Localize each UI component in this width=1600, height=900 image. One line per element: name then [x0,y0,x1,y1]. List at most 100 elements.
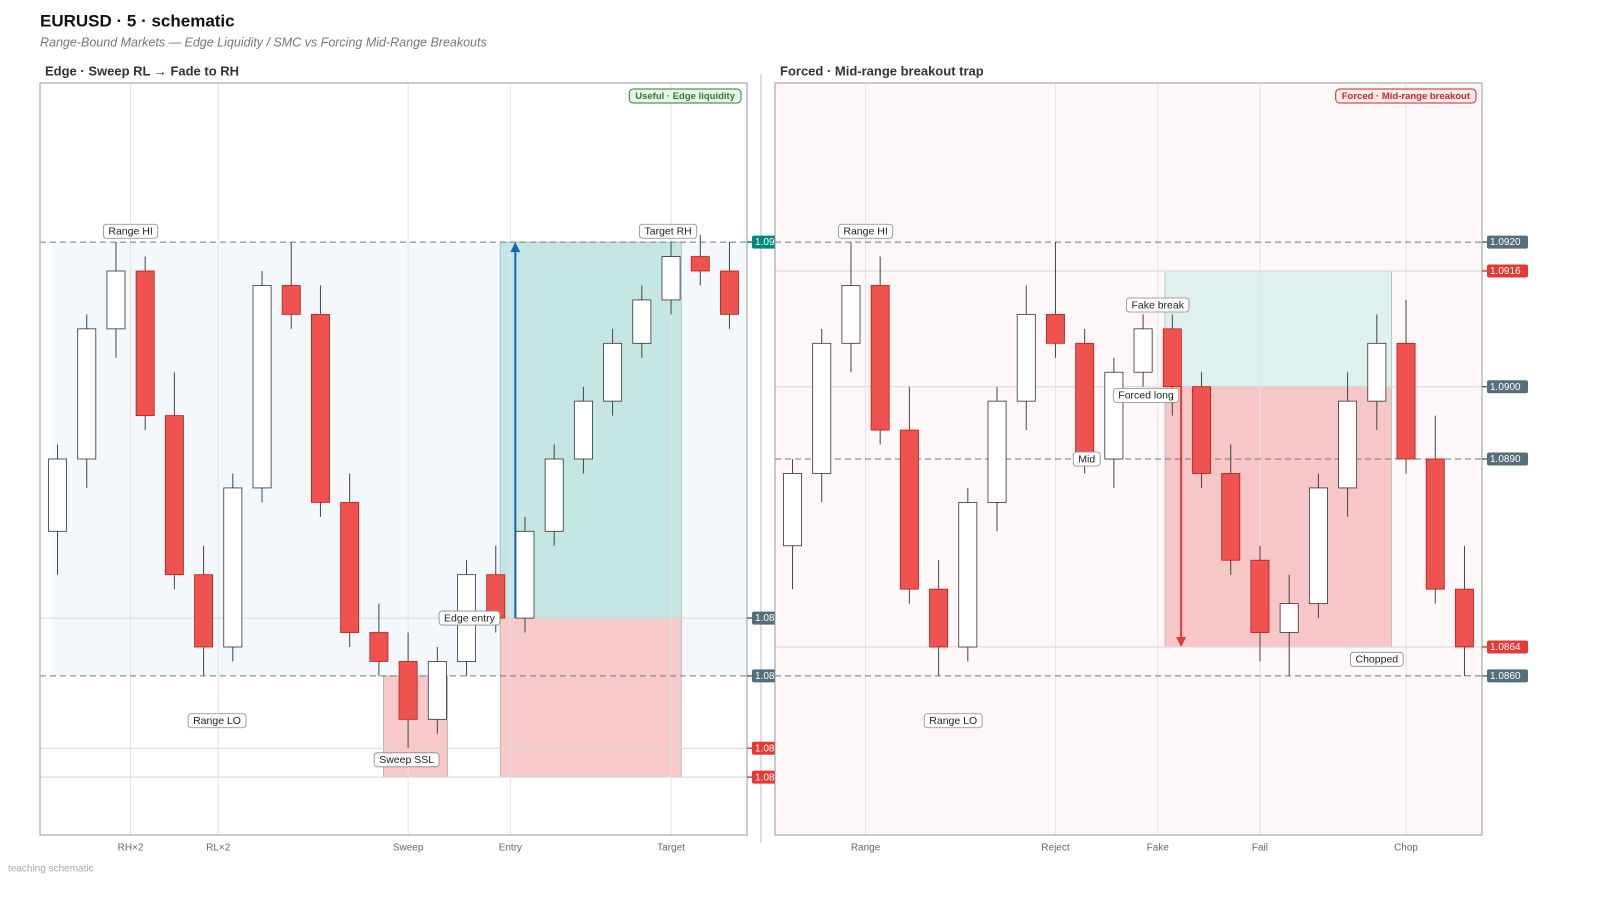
annotation-box [1112,387,1180,403]
price-tag-label: 1.0864 [1490,642,1521,653]
price-tag-label: 1.0860 [1490,671,1521,682]
candle-body [311,313,330,503]
annotation-box [373,752,440,768]
candle-body [544,458,564,532]
price-tag [1487,264,1528,278]
x-tick-label: Target [657,843,685,854]
zone [499,617,682,778]
page-subtitle: Range-Bound Markets — Edge Liquidity / S… [40,35,487,49]
candle-body [1133,328,1153,373]
annotation-label: Forced long [1118,390,1174,402]
x-tick-label: Fail [1252,843,1268,854]
candle-body [398,661,418,720]
price-tag [1487,669,1528,683]
candle-body [1308,487,1328,605]
arrow-head [1176,637,1187,647]
candle-body [1075,342,1095,460]
candle-body [1367,342,1387,402]
annotation-box [639,223,698,239]
annotation-label: Mid [1078,453,1095,465]
annotation-label: Fake break [1131,299,1184,311]
annotation-label: Sweep SSL [379,754,434,766]
panel-title: Forced · Mid-range breakout trap [780,63,984,78]
candle-body [1396,342,1416,460]
x-tick-label: Range [851,843,881,854]
badge-box [1335,88,1477,104]
candle-body [661,256,681,301]
candle-body [1162,328,1182,388]
x-tick-label: Reject [1041,843,1070,854]
candle-body [1016,313,1036,402]
page-title: EURUSD · 5 · schematic [40,11,235,30]
annotation-box [187,713,247,729]
zone [1164,270,1392,387]
candle-body [1338,400,1358,489]
candle-body [783,473,802,547]
annotation-box [923,713,983,729]
annotation-label: Range LO [929,715,977,727]
annotation-label: Range HI [843,226,887,238]
candle-body [987,400,1007,503]
candle-body [690,256,710,272]
candle-body [958,501,978,648]
x-tick-label: Sweep [393,843,424,854]
candle-body [899,429,919,590]
candle-body [164,415,184,576]
price-tag-label: 1.0900 [1490,382,1521,393]
candle-body [720,270,739,315]
candle-body [1455,588,1474,648]
price-tag-label: 1.0846 [755,772,786,783]
candle-body [194,574,214,648]
x-tick-label: Entry [499,843,522,854]
candle-body [369,632,389,662]
arrow-head [510,242,521,253]
candle-body [812,342,832,474]
candle-body [841,285,861,344]
annotation-box [438,610,501,626]
candle-body [77,328,97,460]
candle-body [929,588,949,648]
candle-body [281,285,301,315]
candle-body [106,270,126,330]
x-tick-label: RL×2 [206,843,231,854]
candle-body [515,530,535,619]
candle-body [135,270,155,417]
candle-body [223,487,243,648]
price-tag-label: 1.0920 [755,237,786,248]
annotation-label: Target RH [644,226,691,238]
badge-label: Useful · Edge liquidity [635,91,735,102]
annotation-box [1126,297,1190,313]
candle-body [1425,458,1445,590]
candle-body [632,299,652,344]
annotation-box [837,223,894,239]
annotation-label: Chopped [1356,654,1399,666]
annotation-label: Range LO [193,715,241,727]
annotation-label: Edge entry [444,612,496,624]
x-tick-label: Fake [1147,843,1170,854]
candle-body [1104,371,1124,460]
candle-body [573,400,593,460]
price-tag-label: 1.0868 [755,613,786,624]
plot-frame [39,82,748,836]
panel-title: Edge · Sweep RL → Fade to RH [45,63,239,78]
x-tick-label: Chop [1394,843,1418,854]
candle-body [603,342,623,402]
candle-body [1046,313,1065,344]
price-tag [1487,452,1528,466]
price-tag [1487,235,1528,249]
annotation-box [1072,451,1101,467]
x-tick-label: RH×2 [118,843,144,854]
candle-body [340,501,360,633]
candle-body [870,285,890,431]
price-tag-label: 1.0860 [755,671,786,682]
candle-body [1221,473,1241,561]
candle-body [252,285,272,489]
price-tag-label: 1.0920 [1490,237,1521,248]
candle-body [1279,603,1299,633]
annotation-box [1350,651,1404,667]
price-tag-label: 1.0916 [1490,266,1521,277]
badge-box [628,88,742,104]
price-tag [1487,640,1528,654]
